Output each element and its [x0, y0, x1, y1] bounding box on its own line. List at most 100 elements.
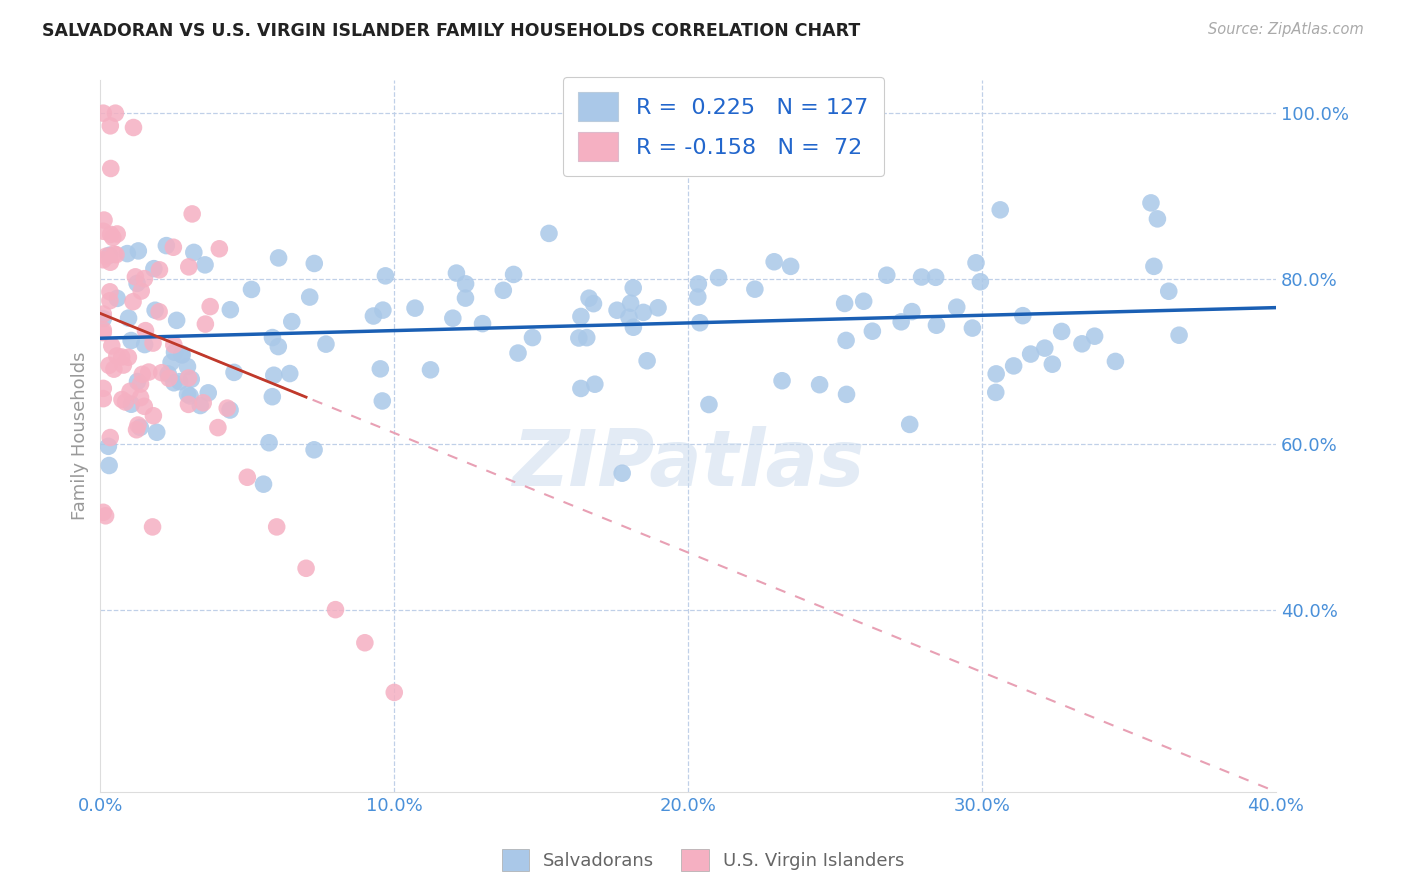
- Point: [860, 324, 883, 338]
- Point: [1157, 285, 1180, 299]
- Point: [117, 311, 139, 326]
- Point: [575, 331, 598, 345]
- Point: [91, 505, 114, 519]
- Point: [252, 477, 274, 491]
- Point: [876, 268, 898, 283]
- Point: [143, 303, 166, 318]
- Point: [606, 303, 628, 318]
- Point: [166, 313, 188, 327]
- Point: [281, 315, 304, 329]
- Point: [103, 362, 125, 376]
- Point: [180, 372, 202, 386]
- Point: [177, 260, 200, 274]
- Point: [176, 359, 198, 374]
- Point: [98, 285, 121, 299]
- Point: [138, 365, 160, 379]
- Point: [636, 353, 658, 368]
- Point: [170, 347, 193, 361]
- Point: [129, 377, 152, 392]
- Point: [569, 381, 592, 395]
- Point: [454, 277, 477, 291]
- Point: [91, 323, 114, 337]
- Point: [219, 403, 242, 417]
- Point: [163, 338, 186, 352]
- Point: [1140, 195, 1163, 210]
- Point: [744, 282, 766, 296]
- Point: [169, 375, 191, 389]
- Point: [111, 392, 134, 407]
- Point: [852, 294, 875, 309]
- Point: [105, 248, 128, 262]
- Point: [120, 334, 142, 348]
- Point: [193, 396, 215, 410]
- Point: [157, 371, 180, 385]
- Point: [374, 268, 396, 283]
- Point: [522, 330, 544, 344]
- Point: [120, 397, 142, 411]
- Point: [502, 268, 524, 282]
- Point: [537, 227, 560, 241]
- Y-axis label: Family Households: Family Households: [72, 351, 89, 520]
- Point: [148, 263, 170, 277]
- Point: [404, 301, 426, 315]
- Point: [492, 283, 515, 297]
- Point: [262, 330, 284, 344]
- Point: [117, 246, 139, 260]
- Point: [104, 106, 127, 120]
- Point: [112, 358, 135, 372]
- Point: [633, 305, 655, 319]
- Point: [117, 350, 139, 364]
- Point: [100, 227, 122, 242]
- Point: [177, 397, 200, 411]
- Point: [1019, 347, 1042, 361]
- Point: [257, 435, 280, 450]
- Point: [835, 387, 858, 401]
- Point: [207, 420, 229, 434]
- Point: [179, 389, 201, 403]
- Point: [127, 417, 149, 432]
- Point: [142, 261, 165, 276]
- Point: [441, 311, 464, 326]
- Point: [621, 320, 644, 334]
- Point: [298, 290, 321, 304]
- Point: [1104, 354, 1126, 368]
- Point: [1033, 341, 1056, 355]
- Point: [689, 316, 711, 330]
- Point: [131, 368, 153, 382]
- Point: [1040, 357, 1063, 371]
- Point: [647, 301, 669, 315]
- Point: [188, 399, 211, 413]
- Point: [697, 398, 720, 412]
- Point: [471, 317, 494, 331]
- Point: [160, 355, 183, 369]
- Point: [446, 266, 468, 280]
- Point: [163, 376, 186, 390]
- Point: [371, 303, 394, 318]
- Point: [176, 387, 198, 401]
- Point: [304, 256, 326, 270]
- Point: [236, 470, 259, 484]
- Point: [129, 420, 152, 434]
- Point: [98, 359, 121, 373]
- Point: [97, 439, 120, 453]
- Point: [325, 602, 347, 616]
- Point: [965, 256, 987, 270]
- Point: [91, 307, 114, 321]
- Point: [835, 334, 858, 348]
- Point: [101, 230, 124, 244]
- Point: [1168, 328, 1191, 343]
- Point: [267, 251, 290, 265]
- Point: [91, 326, 114, 340]
- Point: [91, 381, 114, 395]
- Point: [568, 331, 591, 345]
- Point: [686, 290, 709, 304]
- Point: [382, 685, 405, 699]
- Point: [129, 284, 152, 298]
- Point: [506, 346, 529, 360]
- Point: [910, 270, 932, 285]
- Point: [988, 202, 1011, 217]
- Point: [129, 391, 152, 405]
- Point: [194, 258, 217, 272]
- Point: [98, 431, 121, 445]
- Point: [98, 255, 121, 269]
